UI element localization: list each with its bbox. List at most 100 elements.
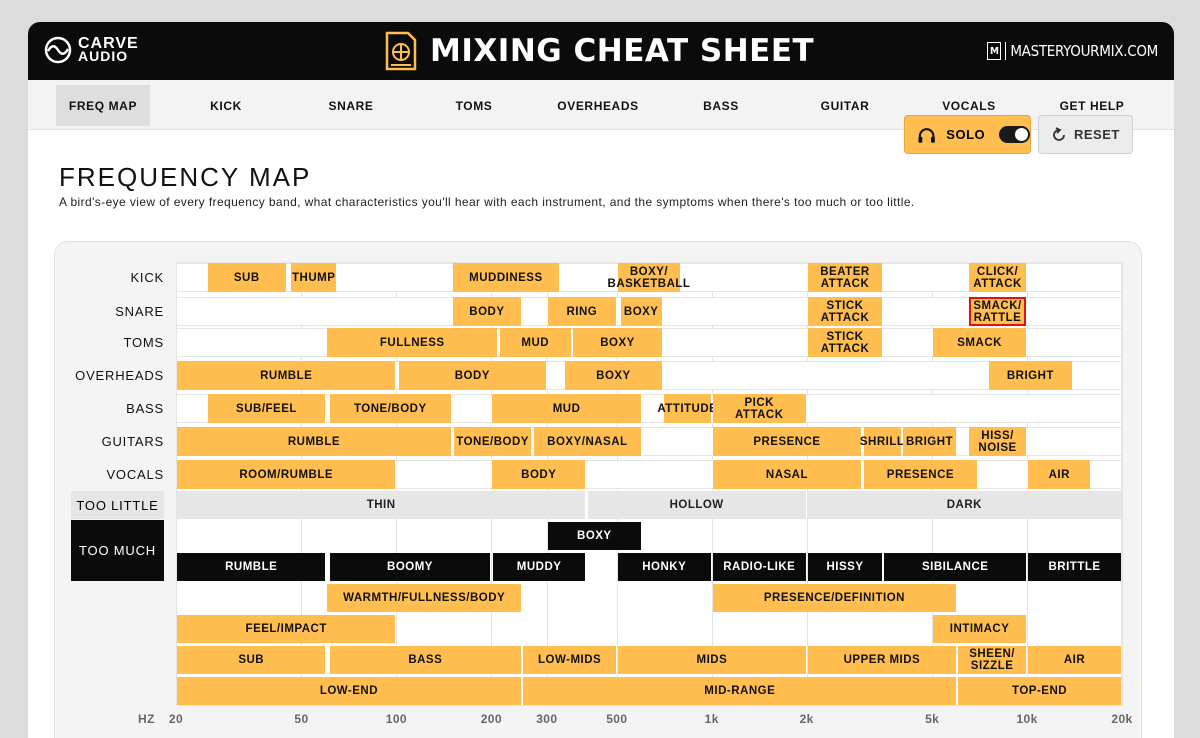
tick-label-20: 20: [168, 712, 184, 726]
too-little-label: TOO LITTLE: [71, 491, 164, 519]
carve-audio-logo[interactable]: CARVE AUDIO: [44, 36, 139, 64]
row-label-toms: TOMS: [123, 335, 164, 350]
general-air[interactable]: AIR: [1028, 646, 1121, 674]
app-title-wrap: MIXING CHEAT SHEET: [384, 30, 814, 72]
reset-icon: [1053, 126, 1065, 141]
band-guitars-shrill[interactable]: SHRILL: [860, 427, 904, 456]
page-title: FREQUENCY MAP: [59, 162, 312, 192]
band-overheads-rumble[interactable]: RUMBLE: [177, 361, 396, 390]
band-toms-smack[interactable]: SMACK: [933, 328, 1027, 357]
general-low-end[interactable]: LOW-END: [177, 677, 521, 705]
band-toms-fullness[interactable]: FULLNESS: [327, 328, 497, 357]
general-low-mids[interactable]: LOW-MIDS: [523, 646, 616, 674]
too-little-dark[interactable]: DARK: [807, 491, 1121, 519]
masteryourmix-logo[interactable]: M MASTERYOURMIX.COM: [987, 42, 1158, 60]
band-overheads-bright[interactable]: BRIGHT: [988, 361, 1073, 390]
general-bass[interactable]: BASS: [329, 646, 521, 674]
row-label-overheads: OVERHEADS: [75, 368, 164, 383]
band-vocals-presence[interactable]: PRESENCE: [863, 460, 978, 489]
band-vocals-nasal[interactable]: NASAL: [712, 460, 862, 489]
solo-toggle[interactable]: [999, 126, 1030, 143]
tab-snare[interactable]: SNARE: [328, 98, 374, 113]
general-sub[interactable]: SUB: [177, 646, 326, 674]
general-mid-range[interactable]: MID-RANGE: [523, 677, 957, 705]
band-kick-thump[interactable]: THUMP: [291, 263, 337, 292]
band-kick-boxy-basketball[interactable]: BOXY/ BASKETBALL: [608, 263, 690, 292]
band-snare-boxy[interactable]: BOXY: [620, 297, 662, 326]
too-much-sibilance[interactable]: SIBILANCE: [884, 553, 1027, 581]
band-kick-click-attack[interactable]: CLICK/ ATTACK: [969, 263, 1027, 292]
too-little-thin[interactable]: THIN: [177, 491, 586, 519]
band-snare-ring[interactable]: RING: [547, 297, 616, 326]
myx-mark-icon: M: [987, 42, 1002, 60]
general-upper-mids[interactable]: UPPER MIDS: [807, 646, 957, 674]
band-bass-attitude[interactable]: ATTITUDE: [657, 394, 717, 423]
band-toms-mud[interactable]: MUD: [499, 328, 571, 357]
reset-button[interactable]: RESET: [1038, 115, 1133, 154]
tab-overheads[interactable]: OVERHEADS: [557, 98, 639, 113]
too-much-label: TOO MUCH: [71, 520, 164, 581]
band-bass-sub-feel[interactable]: SUB/FEEL: [207, 394, 326, 423]
band-vocals-air[interactable]: AIR: [1028, 460, 1091, 489]
band-overheads-body[interactable]: BODY: [398, 361, 546, 390]
too-much-brittle[interactable]: BRITTLE: [1028, 553, 1121, 581]
too-much-muddy[interactable]: MUDDY: [493, 553, 586, 581]
gridline: [1122, 262, 1123, 706]
too-much-hissy[interactable]: HISSY: [807, 553, 883, 581]
tick-label-300: 300: [536, 712, 558, 726]
too-much-boomy[interactable]: BOOMY: [329, 553, 491, 581]
tick-label-5k: 5k: [925, 712, 940, 726]
solo-button[interactable]: SOLO: [904, 115, 1031, 154]
tab-guitar[interactable]: GUITAR: [820, 98, 870, 113]
tick-label-1k: 1k: [704, 712, 719, 726]
band-kick-beater-attack[interactable]: BEATER ATTACK: [807, 263, 883, 292]
tick-label-200: 200: [480, 712, 502, 726]
general-top-end[interactable]: TOP-END: [958, 677, 1121, 705]
general-mids[interactable]: MIDS: [618, 646, 806, 674]
tab-toms[interactable]: TOMS: [455, 98, 493, 113]
too-much-honky[interactable]: HONKY: [617, 553, 711, 581]
band-overheads-boxy[interactable]: BOXY: [565, 361, 662, 390]
band-guitars-bright[interactable]: BRIGHT: [902, 427, 957, 456]
tab-kick[interactable]: KICK: [210, 98, 242, 113]
band-guitars-rumble[interactable]: RUMBLE: [177, 427, 451, 456]
band-snare-smack-rattle[interactable]: SMACK/ RATTLE: [969, 297, 1027, 326]
band-vocals-body[interactable]: BODY: [492, 460, 586, 489]
band-snare-stick-attack[interactable]: STICK ATTACK: [807, 297, 883, 326]
general-warmth-fullness-body[interactable]: WARMTH/FULLNESS/BODY: [327, 584, 521, 612]
too-much-radio-like[interactable]: RADIO-LIKE: [712, 553, 806, 581]
band-guitars-tone-body[interactable]: TONE/BODY: [453, 427, 532, 456]
tab-get-help[interactable]: GET HELP: [1059, 98, 1125, 113]
brand-right-text: MASTERYOURMIX.COM: [1010, 42, 1158, 60]
too-little-hollow[interactable]: HOLLOW: [587, 491, 806, 519]
band-snare-body[interactable]: BODY: [452, 297, 521, 326]
band-toms-boxy[interactable]: BOXY: [573, 328, 662, 357]
band-bass-pick-attack[interactable]: PICK ATTACK: [712, 394, 806, 423]
band-bass-mud[interactable]: MUD: [492, 394, 641, 423]
general-presence-definition[interactable]: PRESENCE/DEFINITION: [712, 584, 957, 612]
top-bar: CARVE AUDIO MIXING CHEAT SHEET M MASTERY…: [28, 22, 1174, 80]
band-guitars-boxy-nasal[interactable]: BOXY/NASAL: [533, 427, 641, 456]
tab-bass[interactable]: BASS: [703, 98, 739, 113]
tab-freq-map[interactable]: FREQ MAP: [56, 85, 150, 126]
general-sheen-sizzle[interactable]: SHEEN/ SIZZLE: [958, 646, 1027, 674]
too-much-rumble[interactable]: RUMBLE: [177, 553, 326, 581]
tab-vocals[interactable]: VOCALS: [942, 98, 996, 113]
band-kick-sub[interactable]: SUB: [207, 263, 287, 292]
page-subtitle: A bird's-eye view of every frequency ban…: [59, 195, 915, 209]
headphones-icon: [918, 127, 935, 143]
band-toms-stick-attack[interactable]: STICK ATTACK: [807, 328, 883, 357]
carve-wave-icon: [44, 36, 72, 64]
band-guitars-presence[interactable]: PRESENCE: [712, 427, 862, 456]
row-label-snare: SNARE: [115, 304, 164, 319]
band-bass-tone-body[interactable]: TONE/BODY: [329, 394, 451, 423]
row-label-vocals: VOCALS: [106, 467, 164, 482]
row-label-guitars: GUITARS: [101, 434, 164, 449]
general-intimacy[interactable]: INTIMACY: [933, 615, 1027, 643]
band-vocals-room-rumble[interactable]: ROOM/RUMBLE: [177, 460, 396, 489]
too-much-boxy[interactable]: BOXY: [547, 522, 641, 550]
general-feel-impact[interactable]: FEEL/IMPACT: [177, 615, 396, 643]
band-guitars-hiss-noise[interactable]: HISS/ NOISE: [969, 427, 1027, 456]
band-kick-muddiness[interactable]: MUDDINESS: [452, 263, 559, 292]
brand-left-line1: CARVE: [78, 35, 139, 52]
